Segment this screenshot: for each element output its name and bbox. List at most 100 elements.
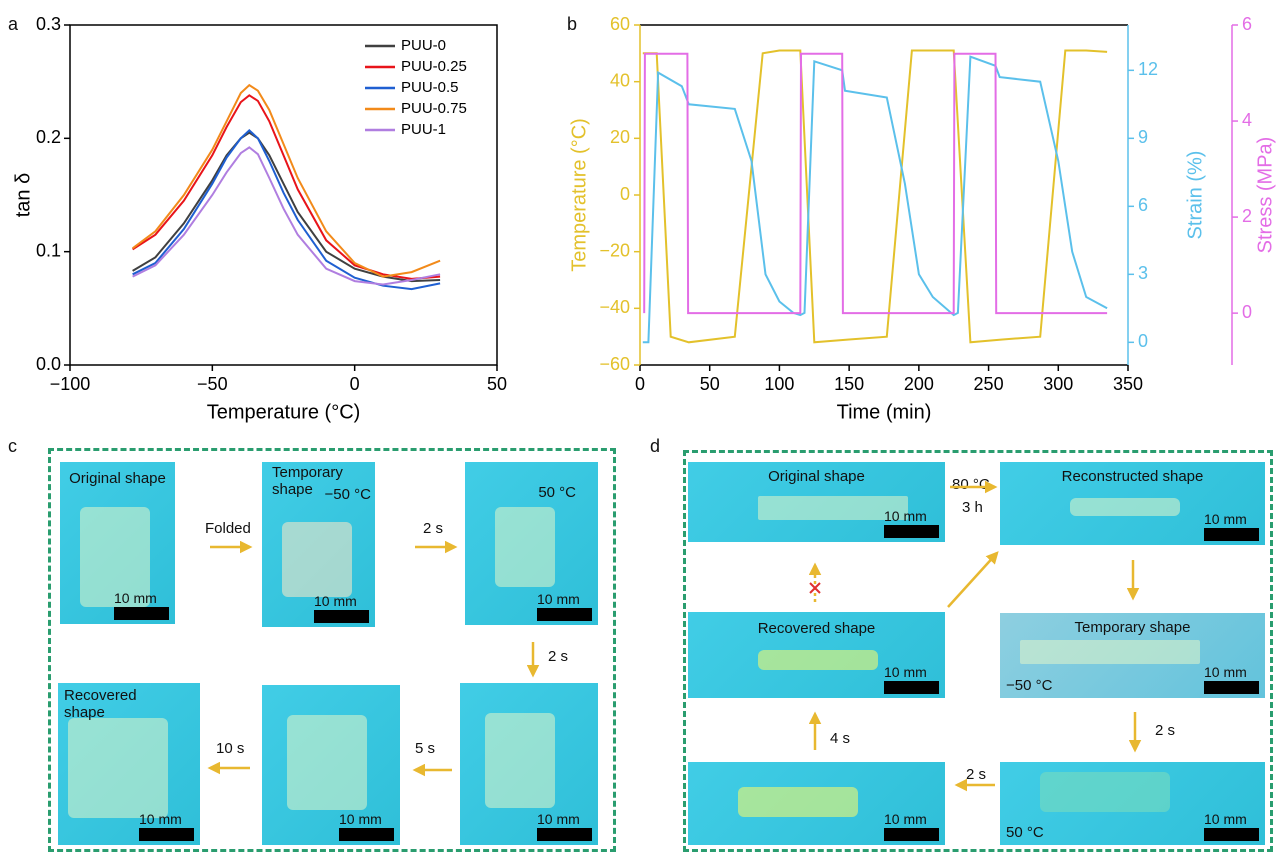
data-line — [132, 83, 441, 278]
scale-bar: 10 mm — [1204, 664, 1259, 694]
y-tick-label: 0.0 — [36, 354, 61, 374]
y-tick-label: 20 — [610, 127, 630, 147]
y2-tick-label: 12 — [1138, 59, 1158, 79]
scale-bar: 10 mm — [884, 664, 939, 694]
y3-tick-label: 2 — [1242, 206, 1252, 226]
y-tick-label: 0.1 — [36, 240, 61, 260]
data-line — [132, 94, 441, 280]
y-tick-label: −20 — [599, 240, 630, 260]
scale-bar: 10 mm — [114, 590, 169, 620]
y2-tick-label: 0 — [1138, 331, 1148, 351]
caption: Temporary shape — [272, 464, 343, 498]
y2-tick-label: 3 — [1138, 263, 1148, 283]
step-label: 2 s — [423, 520, 444, 537]
step-label: 2 s — [966, 766, 987, 783]
legend-label: PUU-1 — [401, 121, 446, 138]
panel-label: d — [650, 436, 661, 456]
legend-label: PUU-0.75 — [401, 100, 467, 117]
step-label: Folded — [205, 520, 251, 537]
x-tick-label: 150 — [834, 374, 864, 394]
scale-label: 10 mm — [537, 591, 580, 607]
photo: 50 °C 10 mm — [465, 462, 598, 625]
y3-tick-label: 4 — [1242, 110, 1252, 130]
caption: Temporary shape — [1074, 619, 1191, 636]
step-label: 10 s — [216, 740, 245, 757]
y-axis-title: Temperature (°C) — [568, 118, 590, 272]
panel-label: c — [8, 436, 17, 456]
caption: Original shape — [69, 470, 166, 487]
panel-c-frame — [48, 448, 616, 852]
arrows — [207, 480, 1142, 792]
caption: Original shape — [768, 468, 865, 485]
photo: Recovered shape 10 mm — [58, 683, 200, 845]
step-label: 4 s — [830, 730, 851, 747]
data-line — [132, 129, 441, 291]
arrow-set — [207, 480, 1142, 792]
x-tick-label: 50 — [700, 374, 720, 394]
photo: Original shape 10 mm — [60, 462, 175, 624]
y2-tick-label: 6 — [1138, 195, 1148, 215]
x-tick-label: 350 — [1113, 374, 1143, 394]
step-label: 2 s — [1155, 722, 1176, 739]
photo: 10 mm — [688, 762, 945, 845]
scale-label: 10 mm — [884, 664, 927, 680]
y3-tick-label: 6 — [1242, 14, 1252, 34]
scale-bar: 10 mm — [314, 593, 369, 623]
x-tick-label: −50 — [197, 374, 228, 394]
scale-bar: 10 mm — [1204, 811, 1259, 841]
x-axis-title: Temperature (°C) — [207, 401, 361, 423]
scale-bar: 10 mm — [537, 811, 592, 841]
y2-tick-label: 9 — [1138, 127, 1148, 147]
x-tick-label: 300 — [1043, 374, 1073, 394]
panel-label: a — [8, 14, 19, 34]
step-label: 80 °C — [952, 476, 990, 493]
note: 50 °C — [538, 484, 576, 501]
y-tick-label: 0.2 — [36, 127, 61, 147]
photo: Recovered shape 10 mm — [688, 612, 945, 698]
x-tick-label: 0 — [350, 374, 360, 394]
scale-bar: 10 mm — [339, 811, 394, 841]
y3-axis-title: Stress (MPa) — [1254, 137, 1276, 254]
blocked-mark — [809, 582, 821, 594]
scale-label: 10 mm — [884, 811, 927, 827]
y-tick-label: −40 — [599, 297, 630, 317]
scale-bar: 10 mm — [884, 508, 939, 538]
note: −50 °C — [1006, 677, 1053, 694]
scale-label: 10 mm — [537, 811, 580, 827]
scale-label: 10 mm — [1204, 511, 1247, 527]
scale-label: 10 mm — [314, 593, 357, 609]
plot-frame — [69, 24, 498, 366]
x-tick-label: 100 — [764, 374, 794, 394]
scale-bar: 10 mm — [139, 811, 194, 841]
y-tick-label: 40 — [610, 70, 630, 90]
data-line — [642, 55, 1108, 344]
photo: Temporary shape −50 °C 10 mm — [262, 462, 375, 627]
charts: −100 −50 0 50 0.0 0.1 0.2 0.3 Temperature (°C) ta… — [12, 14, 1276, 424]
y-axis-title: tan δ — [12, 173, 34, 218]
x-tick-label: −100 — [50, 374, 91, 394]
caption: Recovered shape — [757, 620, 876, 637]
photo: Original shape 10 mm — [688, 462, 945, 542]
legend-label: PUU-0 — [401, 37, 446, 54]
y-tick-label: 0 — [620, 184, 630, 204]
scale-label: 10 mm — [339, 811, 382, 827]
legend-label: PUU-0.5 — [401, 79, 459, 96]
scale-bar: 10 mm — [884, 811, 939, 841]
scale-bar: 10 mm — [537, 591, 592, 621]
scale-label: 10 mm — [139, 811, 182, 827]
data-line — [643, 52, 1108, 315]
scale-bar: 10 mm — [1204, 511, 1259, 541]
photo: Reconstructed shape 10 mm — [1000, 462, 1265, 545]
step-label: 2 s — [548, 648, 569, 665]
y-tick-label: −60 — [599, 354, 630, 374]
y3-tick-label: 0 — [1242, 302, 1252, 322]
y-tick-label: 0.3 — [36, 14, 61, 34]
caption: Reconstructed shape — [1061, 468, 1204, 485]
data-line — [132, 146, 441, 286]
x-tick-label: 0 — [635, 374, 645, 394]
panel-label: b — [567, 14, 578, 34]
scale-label: 10 mm — [114, 590, 157, 606]
legend-label: PUU-0.25 — [401, 58, 467, 75]
x-tick-label: 250 — [974, 374, 1004, 394]
x-tick-label: 50 — [487, 374, 507, 394]
